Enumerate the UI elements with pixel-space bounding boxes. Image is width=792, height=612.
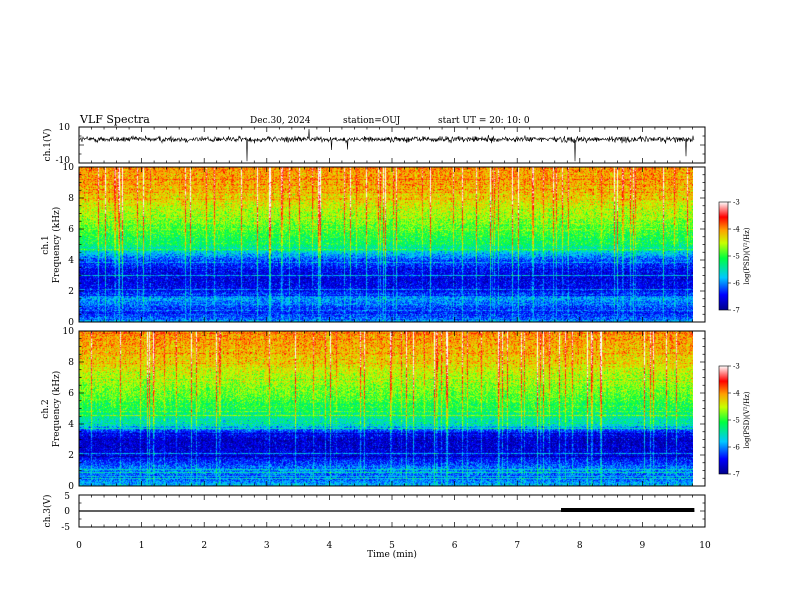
waveform-ch1-frame [78, 126, 706, 164]
x-tick-label: 1 [139, 541, 145, 551]
spectrogram-ch1-ylabel-freq: Frequency (kHz) [51, 207, 62, 284]
y-tick-label: 6 [68, 389, 74, 399]
colorbar-ch1 [718, 201, 729, 311]
colorbar-tick-label: -4 [733, 226, 740, 234]
colorbar-tick-label: -4 [733, 390, 740, 398]
y-tick-label: 8 [68, 358, 74, 368]
colorbar-tick-label: -7 [733, 471, 740, 479]
ch3-ytick-mid: 0 [64, 507, 70, 517]
x-tick-label: 8 [577, 541, 583, 551]
colorbar-ch2 [718, 365, 729, 475]
y-tick-label: 0 [68, 482, 74, 492]
y-tick-label: 0 [68, 318, 74, 328]
spectrogram-ch1-ylabel: ch.1 [41, 235, 51, 254]
x-tick-label: 0 [76, 541, 82, 551]
x-tick-label: 3 [264, 541, 270, 551]
station-label: station=OUJ [343, 116, 401, 126]
colorbar-tick-label: -7 [733, 307, 740, 315]
colorbar-tick-label: -6 [733, 444, 740, 452]
ch1-ytick-top: 10 [59, 123, 71, 133]
colorbar-tick-label: -5 [733, 253, 740, 261]
time-axis-label: Time (min) [367, 549, 417, 560]
y-tick-label: 2 [68, 451, 74, 461]
colorbar-tick-label: -3 [733, 363, 740, 371]
colorbar-tick-label: -5 [733, 417, 740, 425]
date-label: Dec.30, 2024 [250, 116, 311, 126]
y-tick-label: 8 [68, 194, 74, 204]
colorbar-ch2-label: log(PSD)(V²/Hz) [743, 391, 751, 448]
waveform-ch1-line [78, 128, 695, 162]
colorbar-tick-label: -3 [733, 199, 740, 207]
start-time-label: start UT = 20: 10: 0 [438, 116, 530, 126]
x-tick-label: 7 [514, 541, 520, 551]
time-axis-ticks [78, 126, 706, 528]
figure-title: VLF Spectra [79, 113, 150, 126]
spectrogram-ch1-image [79, 167, 693, 322]
spectrogram-ch2-ylabel: ch.2 [41, 399, 51, 418]
colorbar-ch1-ticks: -3 -4 -5 -6 -7 [728, 199, 740, 315]
colorbar-tick-label: -6 [733, 280, 740, 288]
x-tick-label: 6 [452, 541, 458, 551]
ch1-waveform-ylabel: ch.1(V) [42, 129, 53, 162]
x-tick-label: 10 [699, 541, 711, 551]
spectrogram-ch2-ylabel-freq: Frequency (kHz) [51, 371, 62, 448]
y-tick-label: 10 [63, 327, 75, 337]
y-tick-label: 6 [68, 225, 74, 235]
y-tick-label: 2 [68, 287, 74, 297]
ch3-waveform-ylabel: ch.3(V) [42, 495, 53, 528]
y-tick-label: 4 [68, 420, 74, 430]
spectrogram-ch2-image [79, 331, 693, 486]
ch3-ytick-top: 5 [64, 492, 70, 502]
x-tick-label: 2 [201, 541, 207, 551]
spectrogram-ch2-yticks: 0 2 4 6 8 10 [63, 327, 705, 492]
y-tick-label: 10 [63, 163, 75, 173]
x-tick-label: 5 [389, 541, 395, 551]
colorbar-ch1-label: log(PSD)(V²/Hz) [743, 227, 751, 284]
x-tick-label: 9 [640, 541, 646, 551]
y-tick-label: 4 [68, 256, 74, 266]
time-axis-tick-labels: 0 1 2 3 4 5 6 7 8 9 10 [76, 541, 711, 551]
ch1-ytick-bottom: -10 [56, 156, 71, 166]
colorbar-ch2-ticks: -3 -4 -5 -6 -7 [728, 363, 740, 479]
spectrogram-ch1-yticks: 0 2 4 6 8 10 [63, 163, 705, 328]
x-tick-label: 4 [327, 541, 333, 551]
waveform-ch1-trace [78, 128, 695, 162]
ch3-ytick-bottom: -5 [61, 523, 70, 533]
